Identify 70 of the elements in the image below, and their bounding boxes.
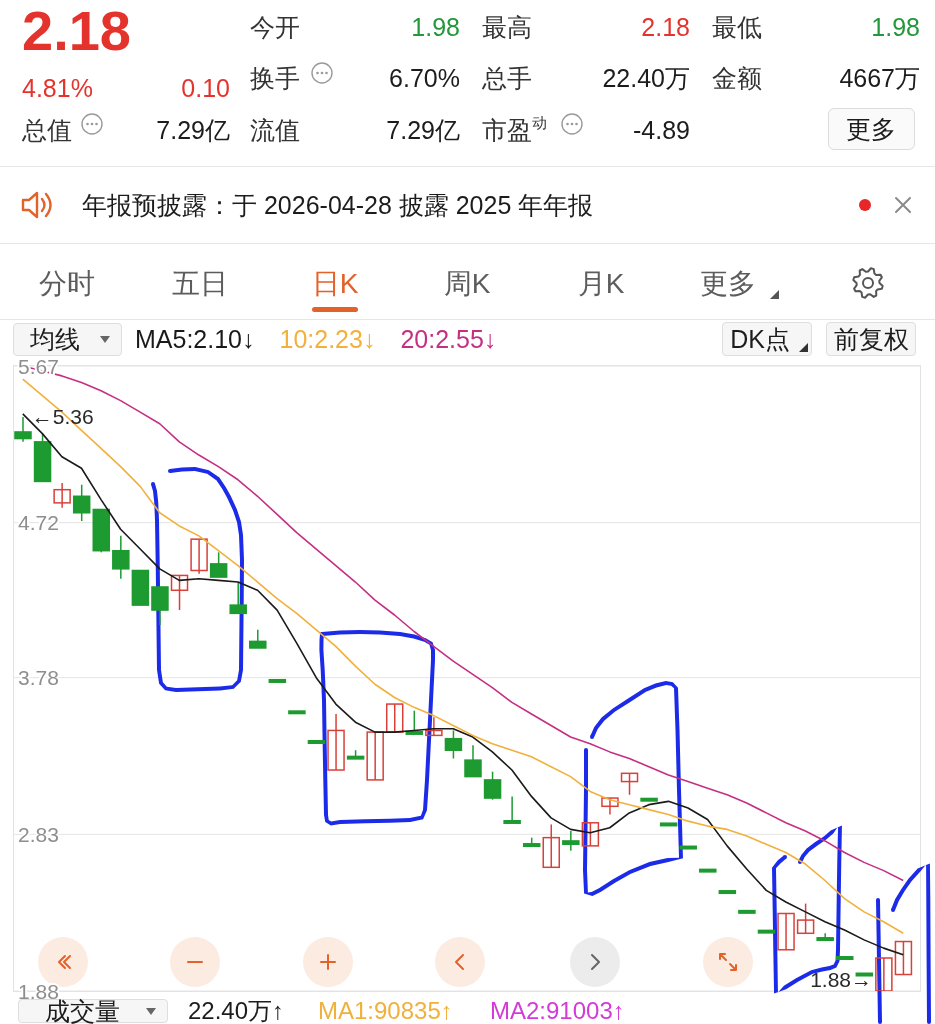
text: DK点 [730, 323, 790, 355]
text: MA1:90835↑ [318, 996, 453, 1024]
candlestick [464, 744, 482, 778]
annotation: 1.88→ [810, 967, 872, 993]
y-tick-label: 3.78 [18, 666, 59, 690]
candlestick [405, 709, 424, 735]
candlestick [385, 703, 404, 733]
candlestick [483, 770, 502, 801]
text: 10:2.23↓ [279, 324, 376, 355]
text: 今开 [250, 11, 300, 43]
text: 0.10 [181, 72, 230, 104]
candlestick [542, 823, 561, 869]
y-tick-label: 4.72 [18, 511, 59, 535]
text: 1.98 [871, 11, 920, 43]
text: 换手 [250, 62, 300, 94]
candlestick [366, 731, 384, 781]
text: 五日 [172, 266, 228, 301]
text: 更多 [700, 266, 756, 301]
text: -4.89 [633, 114, 690, 146]
text: 1.98 [411, 11, 460, 43]
text: 4667万 [839, 62, 920, 94]
text: MA5:2.10↓ [135, 324, 255, 355]
text: 总值 [22, 114, 72, 146]
text: 22.40万↑ [188, 996, 285, 1024]
candlestick [249, 629, 267, 649]
candlestick [894, 940, 913, 976]
candlestick [209, 551, 228, 578]
text: 周K [443, 266, 491, 301]
candlestick [581, 822, 600, 847]
candlestick [112, 535, 130, 580]
text: 6.70% [389, 62, 460, 94]
text: 均线 [30, 323, 80, 355]
text: 金额 [712, 62, 762, 94]
candlestick [327, 713, 345, 771]
candlestick [72, 483, 91, 522]
text: 年报预披露：于 2026-04-28 披露 2025 年年报 [82, 189, 594, 221]
y-tick-label: 2.83 [18, 822, 59, 846]
candlestick [601, 797, 619, 816]
text: 22.40万 [602, 62, 690, 94]
candlestick [425, 716, 443, 737]
candlestick [229, 581, 247, 615]
text: 日K [311, 266, 359, 301]
candlestick [875, 957, 893, 991]
text: 分时 [39, 266, 95, 301]
candlestick [14, 416, 32, 443]
text: 前复权 [833, 323, 909, 355]
candlestick [562, 830, 580, 852]
candlestick [190, 538, 208, 575]
text: 7.29亿 [386, 114, 460, 146]
text: 流值 [250, 114, 300, 146]
text: 总手 [482, 62, 532, 94]
candlestick [170, 574, 189, 611]
candlestick [444, 729, 463, 760]
text: 最高 [482, 11, 532, 43]
text: 20:2.55↓ [400, 324, 497, 355]
text: 月K [577, 266, 625, 301]
candlestick [151, 586, 169, 626]
text: MA2:91003↑ [490, 996, 625, 1024]
text: 2.18 [22, 0, 131, 64]
text: 7.29亿 [156, 114, 230, 146]
text: 更多 [846, 113, 896, 145]
candlestick [503, 795, 521, 824]
candlestick [777, 912, 795, 951]
candlestick [796, 902, 815, 935]
text: 4.81% [22, 72, 93, 104]
text: 市盈$^{动}$ [482, 113, 547, 146]
text: 2.18 [641, 11, 690, 43]
candlestick [53, 482, 71, 509]
text: 最低 [712, 11, 762, 43]
candlestick [620, 772, 639, 796]
